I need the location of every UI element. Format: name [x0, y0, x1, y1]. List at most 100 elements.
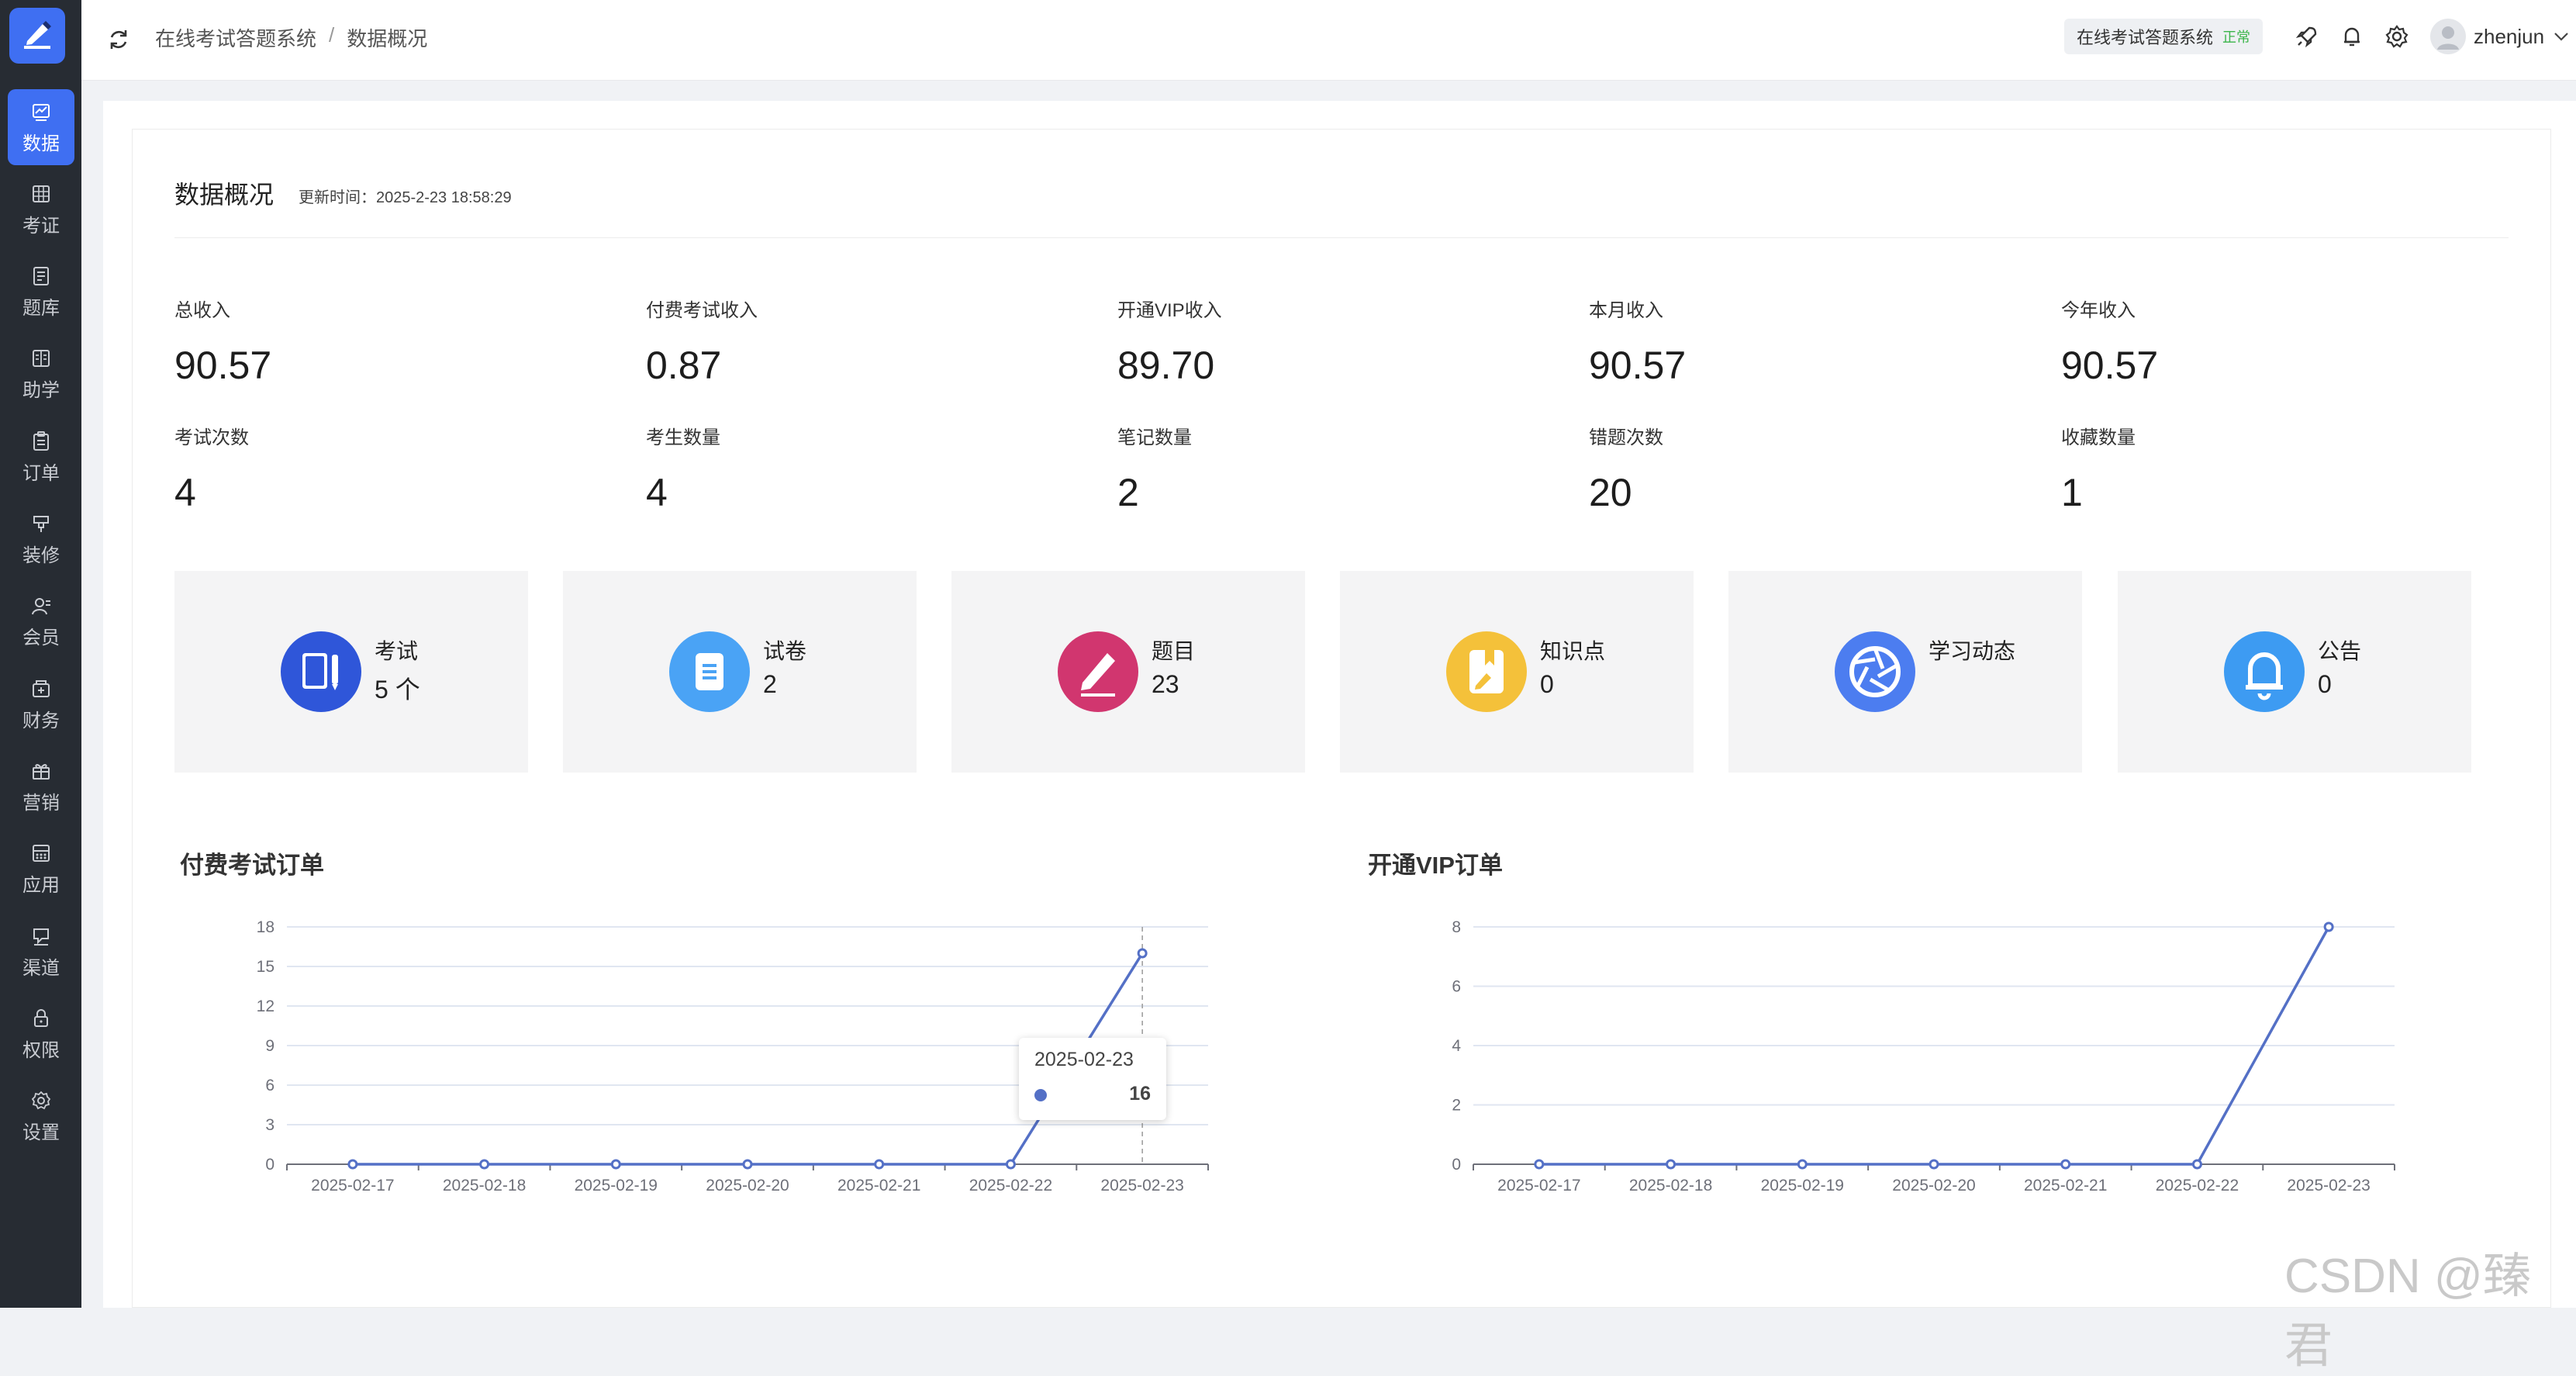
update-time: 更新时间：2025-2-23 18:58:29	[299, 189, 512, 206]
data-point	[874, 1159, 885, 1170]
chart-icon	[33, 103, 50, 121]
sidebar-item-9[interactable]: 应用	[8, 831, 74, 908]
sidebar-item-6[interactable]: 会员	[8, 584, 74, 660]
breadcrumb-separator: /	[329, 23, 335, 47]
stat-value: 20	[1589, 471, 1632, 514]
data-point	[1666, 1159, 1676, 1170]
data-point	[1797, 1159, 1808, 1170]
sidebar: 数据 考证题库助学订单装修会员财务营销 应用渠道权限设置	[0, 0, 81, 1308]
data-point	[1534, 1159, 1545, 1170]
sidebar-item-12[interactable]: 设置	[8, 1079, 74, 1155]
sidebar-item-10[interactable]: 渠道	[8, 914, 74, 990]
x-tick-label: 2025-02-22	[969, 1177, 1052, 1194]
sidebar-item-8[interactable]: 营销	[8, 749, 74, 825]
stat-value: 4	[174, 471, 196, 514]
sidebar-item-label: 渠道	[22, 957, 60, 979]
system-name: 在线考试答题系统	[2077, 28, 2214, 47]
gear-icon	[31, 1091, 51, 1110]
breadcrumb: 在线考试答题系统 / 数据概况	[155, 23, 427, 52]
watermark: CSDN @臻君	[2284, 1250, 2531, 1373]
data-point	[1137, 948, 1148, 959]
sidebar-item-label: 财务	[22, 710, 60, 731]
divider	[174, 237, 2509, 238]
notification-bell-icon[interactable]	[2339, 23, 2365, 50]
data-point	[2060, 1159, 2071, 1170]
question-pen-icon	[1058, 631, 1138, 712]
sidebar-item-7[interactable]: 财务	[8, 666, 74, 742]
sidebar-item-5[interactable]: 装修	[8, 502, 74, 578]
y-tick-label: 3	[265, 1116, 275, 1134]
summary-card-bell[interactable]: 公告 0	[2118, 571, 2471, 773]
sidebar-item-4[interactable]: 订单	[8, 419, 74, 495]
y-tick-label: 12	[257, 997, 275, 1015]
paper-icon	[669, 631, 750, 712]
sidebar-item-1[interactable]: 考证	[8, 171, 74, 247]
apps-icon	[33, 845, 50, 863]
gift-icon	[33, 764, 50, 780]
sidebar-item-11[interactable]: 权限	[8, 996, 74, 1072]
stat-value: 1	[2061, 471, 2083, 514]
y-tick-label: 6	[1452, 978, 1461, 996]
data-point	[2191, 1159, 2202, 1170]
sidebar-item-label: 权限	[22, 1039, 60, 1061]
refresh-icon[interactable]	[105, 26, 132, 53]
sidebar-item-0[interactable]: 数据	[8, 89, 74, 165]
wallet-icon	[33, 679, 50, 697]
exam-icon	[281, 631, 361, 712]
settings-gear-icon[interactable]	[2384, 23, 2410, 50]
stat-label: 考生数量	[646, 427, 720, 448]
stat-label: 错题次数	[1589, 427, 1663, 448]
x-tick-label: 2025-02-19	[575, 1177, 658, 1194]
chevron-down-icon[interactable]	[2553, 28, 2570, 45]
grid-icon	[33, 185, 50, 202]
summary-card-paper[interactable]: 试卷 2	[563, 571, 917, 773]
summary-card-exam[interactable]: 考试 5 个	[174, 571, 528, 773]
card-label: 试卷	[763, 639, 807, 663]
user-avatar[interactable]	[2430, 19, 2466, 54]
vip-orders-line-chart[interactable]: 0 2 4 6 8 2025-02-17 2025-02-18 2025-02-19 2025-…	[1419, 908, 2427, 1202]
channel-icon	[33, 928, 49, 946]
summary-card-question-pen[interactable]: 题目 23	[951, 571, 1305, 773]
chart-tooltip: 2025-02-23 16	[1019, 1038, 1166, 1120]
lock-icon	[34, 1008, 48, 1027]
y-tick-label: 15	[257, 958, 275, 976]
x-tick-label: 2025-02-21	[837, 1177, 920, 1194]
data-point	[347, 1159, 358, 1170]
summary-card-knowledge[interactable]: 知识点 0	[1340, 571, 1694, 773]
y-tick-label: 2	[1452, 1097, 1461, 1115]
card-label: 知识点	[1540, 639, 1606, 663]
y-tick-label: 9	[265, 1037, 275, 1055]
stat-label: 开通VIP收入	[1117, 300, 1222, 321]
aperture-icon	[1835, 631, 1915, 712]
rocket-icon[interactable]	[2294, 23, 2320, 50]
stat-label: 今年收入	[2061, 300, 2136, 321]
card-label: 公告	[2318, 639, 2362, 663]
sidebar-item-2[interactable]: 题库	[8, 254, 74, 330]
status-text: 正常	[2222, 29, 2251, 45]
sidebar-item-label: 订单	[22, 462, 60, 484]
sidebar-item-label: 题库	[22, 298, 60, 320]
app-logo[interactable]	[9, 8, 65, 64]
y-tick-label: 4	[1452, 1037, 1461, 1055]
book-icon	[33, 267, 49, 286]
card-value: 23	[1152, 670, 1179, 698]
data-point	[610, 1159, 621, 1170]
data-point	[479, 1159, 490, 1170]
card-value: 0	[1540, 670, 1554, 698]
username[interactable]: zhenjun	[2474, 25, 2545, 48]
sidebar-item-label: 装修	[22, 545, 60, 566]
breadcrumb-home[interactable]: 在线考试答题系统	[155, 27, 317, 50]
tooltip-value: 16	[1129, 1083, 1151, 1105]
pen-logo-icon	[24, 21, 51, 49]
data-point	[742, 1159, 753, 1170]
x-tick-label: 2025-02-19	[1761, 1177, 1844, 1194]
card-value: 2	[763, 670, 777, 698]
card-value: 5 个	[375, 676, 420, 704]
x-tick-label: 2025-02-20	[1892, 1177, 1975, 1194]
reader-icon	[33, 350, 50, 368]
stat-label: 收藏数量	[2061, 427, 2136, 448]
system-status-badge[interactable]: 在线考试答题系统 正常	[2064, 19, 2263, 54]
summary-card-aperture[interactable]: 学习动态	[1728, 571, 2082, 773]
sidebar-item-3[interactable]: 助学	[8, 337, 74, 413]
x-tick-label: 2025-02-21	[2024, 1177, 2107, 1194]
